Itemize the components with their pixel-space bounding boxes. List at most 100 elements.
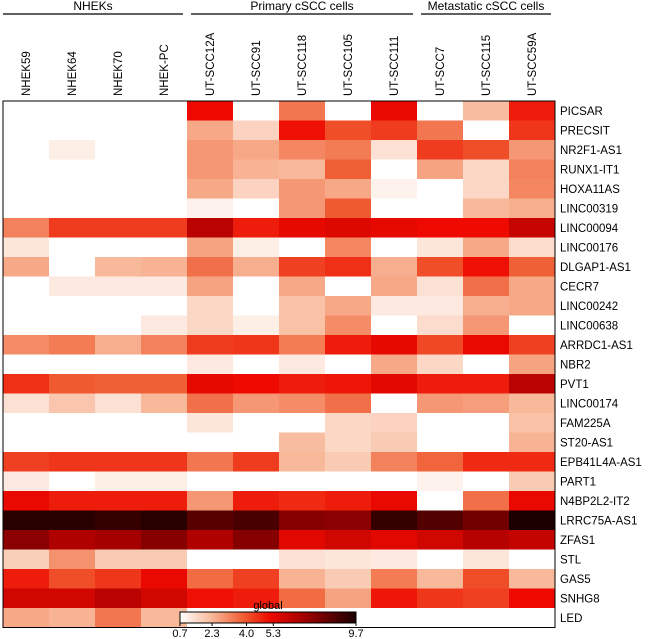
heatmap-cell	[509, 608, 556, 628]
heatmap-cell	[371, 549, 418, 570]
heatmap-cell	[95, 491, 142, 511]
heatmap-cell	[141, 393, 188, 414]
heatmap-cell	[371, 276, 418, 297]
heatmap-cell	[417, 218, 464, 238]
colorbar-tick-label: 2.3	[204, 628, 219, 639]
heatmap-cell	[95, 218, 142, 238]
heatmap-cell	[417, 354, 464, 375]
heatmap-cell	[3, 471, 50, 492]
heatmap-cell	[417, 296, 464, 316]
heatmap-cell	[187, 510, 234, 531]
heatmap-cell	[509, 159, 556, 180]
row-label: PRECSIT	[560, 125, 610, 137]
heatmap-cell	[463, 335, 510, 355]
heatmap-cell	[509, 237, 556, 258]
row-labels: PICSAR PRECSIT NR2F1-AS1 RUNX1-IT1 HOXA11AS L…	[560, 106, 642, 625]
heatmap-cell	[233, 237, 280, 258]
heatmap-cell	[3, 393, 50, 414]
heatmap-cell	[49, 608, 96, 628]
heatmap-cell	[141, 315, 188, 336]
row-label: PART1	[560, 476, 596, 488]
heatmap-cell	[279, 120, 326, 141]
heatmap-cell	[325, 101, 372, 121]
heatmap-cell	[49, 452, 96, 472]
heatmap-cell	[371, 393, 418, 414]
colorbar-gradient	[179, 611, 357, 624]
heatmap-cell	[49, 237, 96, 258]
heatmap-cell	[233, 101, 280, 121]
heatmap-cell	[279, 159, 326, 180]
heatmap-cell	[325, 296, 372, 316]
heatmap-cell	[187, 159, 234, 180]
heatmap-cell	[49, 432, 96, 453]
heatmap-cell	[371, 569, 418, 589]
heatmap-cell	[463, 101, 510, 121]
heatmap-cell	[49, 257, 96, 277]
heatmap-cell	[141, 218, 188, 238]
row-label: ST20-AS1	[560, 437, 613, 449]
column-label: UT-SCC118	[297, 35, 309, 96]
heatmap-cell	[95, 140, 142, 160]
heatmap-cell	[3, 198, 50, 219]
heatmap-cell	[233, 569, 280, 589]
heatmap-cell	[279, 588, 326, 609]
heatmap-cell	[371, 296, 418, 316]
heatmap-cell	[279, 237, 326, 258]
row-label: CECR7	[560, 281, 599, 293]
heatmap-cell	[279, 549, 326, 570]
heatmap-cell	[141, 569, 188, 589]
row-label: FAM225A	[560, 418, 611, 430]
heatmap-cell	[3, 179, 50, 199]
heatmap-cell	[3, 237, 50, 258]
heatmap-cell	[417, 140, 464, 160]
heatmap-cell	[3, 549, 50, 570]
heatmap-border	[2, 100, 556, 628]
heatmap-cell	[49, 120, 96, 141]
heatmap-cell	[463, 276, 510, 297]
heatmap-cell	[325, 257, 372, 277]
heatmap-cell	[279, 101, 326, 121]
heatmap-cell	[371, 491, 418, 511]
row-label: LINC00242	[560, 301, 618, 313]
heatmap-cell	[141, 179, 188, 199]
heatmap-cell	[417, 569, 464, 589]
heatmap-cell	[325, 335, 372, 355]
heatmap-cell	[463, 198, 510, 219]
heatmap-cell	[187, 101, 234, 121]
heatmap-cell	[325, 530, 372, 550]
heatmap-cells	[3, 101, 556, 628]
heatmap-cell	[371, 471, 418, 492]
heatmap-cell	[187, 432, 234, 453]
colorbar-tick-label: 0.7	[172, 628, 187, 639]
colorbar-tick-label: 4.0	[239, 628, 254, 639]
heatmap-cell	[49, 159, 96, 180]
heatmap-cell	[509, 257, 556, 277]
heatmap-cell	[463, 569, 510, 589]
heatmap-cell	[325, 491, 372, 511]
heatmap-cell	[417, 549, 464, 570]
heatmap-cell	[463, 549, 510, 570]
heatmap-cell	[233, 179, 280, 199]
colorbar-title: global	[253, 600, 282, 612]
heatmap-cell	[509, 588, 556, 609]
heatmap-cell	[3, 432, 50, 453]
heatmap-cell	[509, 530, 556, 550]
heatmap-cell	[95, 315, 142, 336]
heatmap-cell	[463, 218, 510, 238]
heatmap-cell	[279, 530, 326, 550]
colorbar-ticks: 0.7 2.3 4.0 5.3 9.7	[172, 623, 364, 639]
heatmap-cell	[49, 198, 96, 219]
heatmap-cell	[49, 276, 96, 297]
heatmap-cell	[49, 296, 96, 316]
heatmap-cell	[49, 491, 96, 511]
heatmap-cell	[3, 218, 50, 238]
heatmap-cell	[141, 471, 188, 492]
heatmap-cell	[279, 471, 326, 492]
heatmap-cell	[417, 120, 464, 141]
heatmap-cell	[233, 198, 280, 219]
row-label: LINC00319	[560, 203, 618, 215]
row-label: NR2F1-AS1	[560, 145, 622, 157]
heatmap-cell	[463, 530, 510, 550]
column-label: NHEK59	[21, 51, 33, 96]
